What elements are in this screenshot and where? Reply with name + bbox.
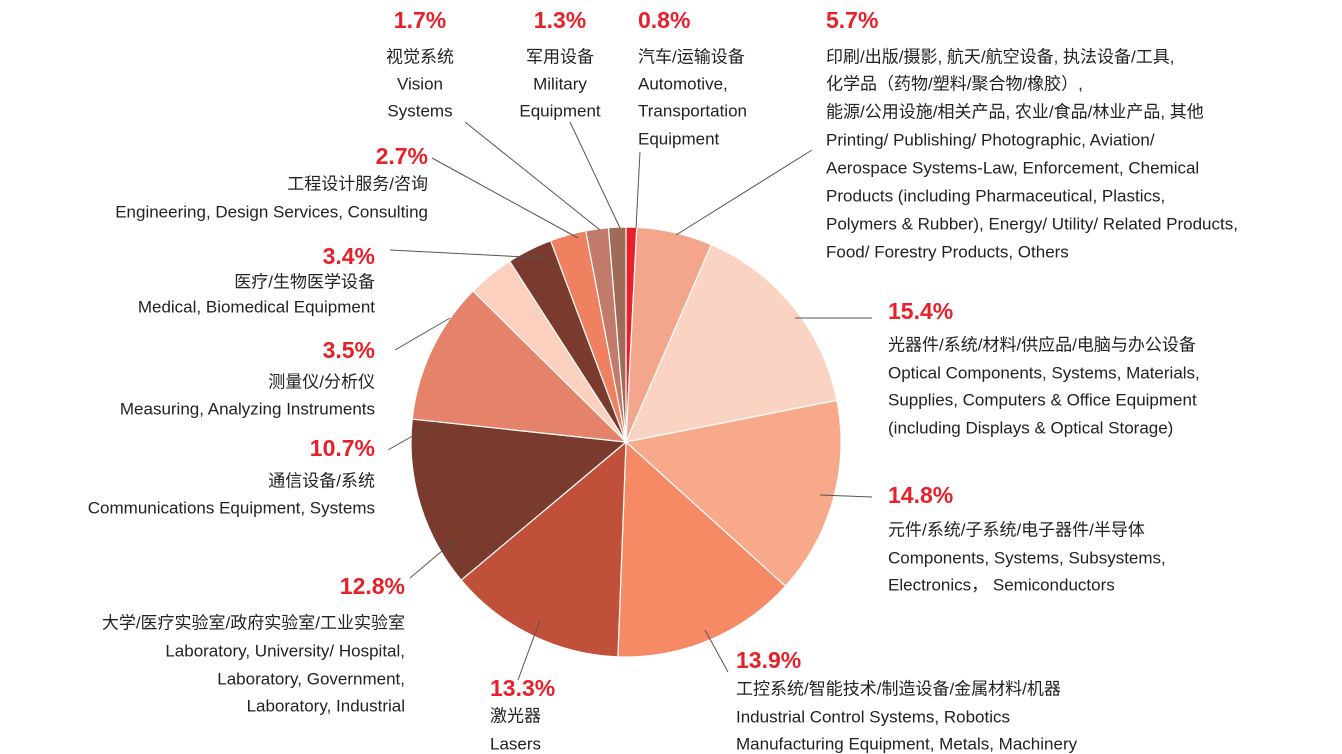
value-label: 3.5%: [323, 337, 375, 363]
slice-label: Supplies, Computers & Office Equipment: [888, 390, 1197, 409]
leader-line: [675, 149, 813, 236]
slice-label: Components, Systems, Subsystems,: [888, 548, 1166, 567]
pie-slice: [410, 418, 628, 581]
value-label: 13.9%: [736, 647, 801, 673]
slice-label: Communications Equipment, Systems: [88, 498, 375, 517]
slice-label: (including Displays & Optical Storage): [888, 418, 1173, 437]
pie-slice: [411, 290, 628, 443]
slice-label: Optical Components, Systems, Materials,: [888, 363, 1200, 382]
value-label: 13.3%: [490, 675, 555, 701]
value-label: 1.7%: [394, 7, 446, 33]
slice-label: Lasers: [490, 734, 541, 753]
slice-label: Aerospace Systems-Law, Enforcement, Chem…: [826, 158, 1199, 177]
leader-line: [389, 249, 546, 259]
slice-label: Equipment: [638, 129, 720, 148]
leader-line: [819, 494, 873, 498]
value-label: 1.3%: [534, 7, 586, 33]
slice-label: 元件/系统/子系统/电子器件/半导体: [888, 520, 1145, 539]
slice-label: Vision: [397, 74, 443, 93]
leader-line: [431, 157, 579, 239]
slice-label: Polymers & Rubber), Energy/ Utility/ Rel…: [826, 214, 1238, 233]
slice-label: 光器件/系统/材料/供应品/电脑与办公设备: [888, 335, 1196, 354]
value-label: 5.7%: [826, 7, 878, 33]
value-label: 2.7%: [376, 143, 428, 169]
slice-label: 工控系统/智能技术/制造设备/金属材料/机器: [736, 679, 1061, 698]
slice-label: Manufacturing Equipment, Metals, Machine…: [736, 734, 1078, 753]
slice-label: Transportation: [638, 101, 747, 120]
slice-label: Industrial Control Systems, Robotics: [736, 707, 1010, 726]
value-label: 3.4%: [323, 243, 375, 269]
leader-line: [409, 539, 456, 579]
slice-label: 测量仪/分析仪: [268, 372, 375, 391]
leader-line: [394, 317, 451, 351]
leader-line: [517, 619, 541, 681]
leader-line: [635, 151, 641, 229]
slice-label: 激光器: [490, 706, 541, 725]
slice-label: 通信设备/系统: [268, 471, 375, 490]
pie-slice: [624, 243, 838, 443]
slice-label: Medical, Biomedical Equipment: [138, 297, 375, 316]
value-label: 12.8%: [340, 573, 405, 599]
slice-label: Electronics， Semiconductors: [888, 575, 1115, 594]
pie-slice: [607, 226, 627, 443]
leader-line: [704, 629, 729, 673]
slice-label: 大学/医疗实验室/政府实验室/工业实验室: [102, 613, 405, 632]
leader-line: [464, 121, 601, 231]
slice-label: Food/ Forestry Products, Others: [826, 242, 1069, 261]
value-label: 15.4%: [888, 298, 953, 324]
slice-label: Laboratory, Industrial: [247, 696, 405, 715]
slice-label: Laboratory, Government,: [217, 669, 405, 688]
slice-label: 汽车/运输设备: [638, 47, 745, 66]
slice-label: Printing/ Publishing/ Photographic, Avia…: [826, 130, 1155, 149]
pie-slice: [624, 399, 842, 588]
leader-line: [387, 421, 438, 451]
value-label: 10.7%: [310, 435, 375, 461]
slice-label: Products (including Pharmaceutical, Plas…: [826, 186, 1165, 205]
pie-slice: [460, 440, 627, 658]
slice-label: Measuring, Analyzing Instruments: [120, 399, 375, 418]
slice-label: 工程设计服务/咨询: [287, 174, 428, 193]
slice-label: Equipment: [519, 101, 601, 120]
slice-label: 医疗/生物医学设备: [234, 272, 375, 291]
pie-slice: [617, 440, 787, 658]
slice-label: Systems: [387, 101, 452, 120]
value-label: 0.8%: [638, 7, 690, 33]
slice-label: 军用设备: [526, 47, 594, 66]
slice-label: Engineering, Design Services, Consulting: [115, 202, 428, 221]
slice-label: 视觉系统: [386, 47, 454, 66]
leader-line: [569, 121, 621, 229]
value-label: 14.8%: [888, 482, 953, 508]
slice-label: Military: [533, 74, 587, 93]
slice-label: Laboratory, University/ Hospital,: [165, 641, 405, 660]
slice-label: Automotive,: [638, 74, 728, 93]
slice-label: 印刷/出版/摄影, 航天/航空设备, 执法设备/工具,: [826, 47, 1175, 66]
slice-label: 能源/公用设施/相关产品, 农业/食品/林业产品, 其他: [826, 102, 1204, 121]
slice-label: 化学品（药物/塑料/聚合物/橡胶）,: [826, 74, 1083, 93]
